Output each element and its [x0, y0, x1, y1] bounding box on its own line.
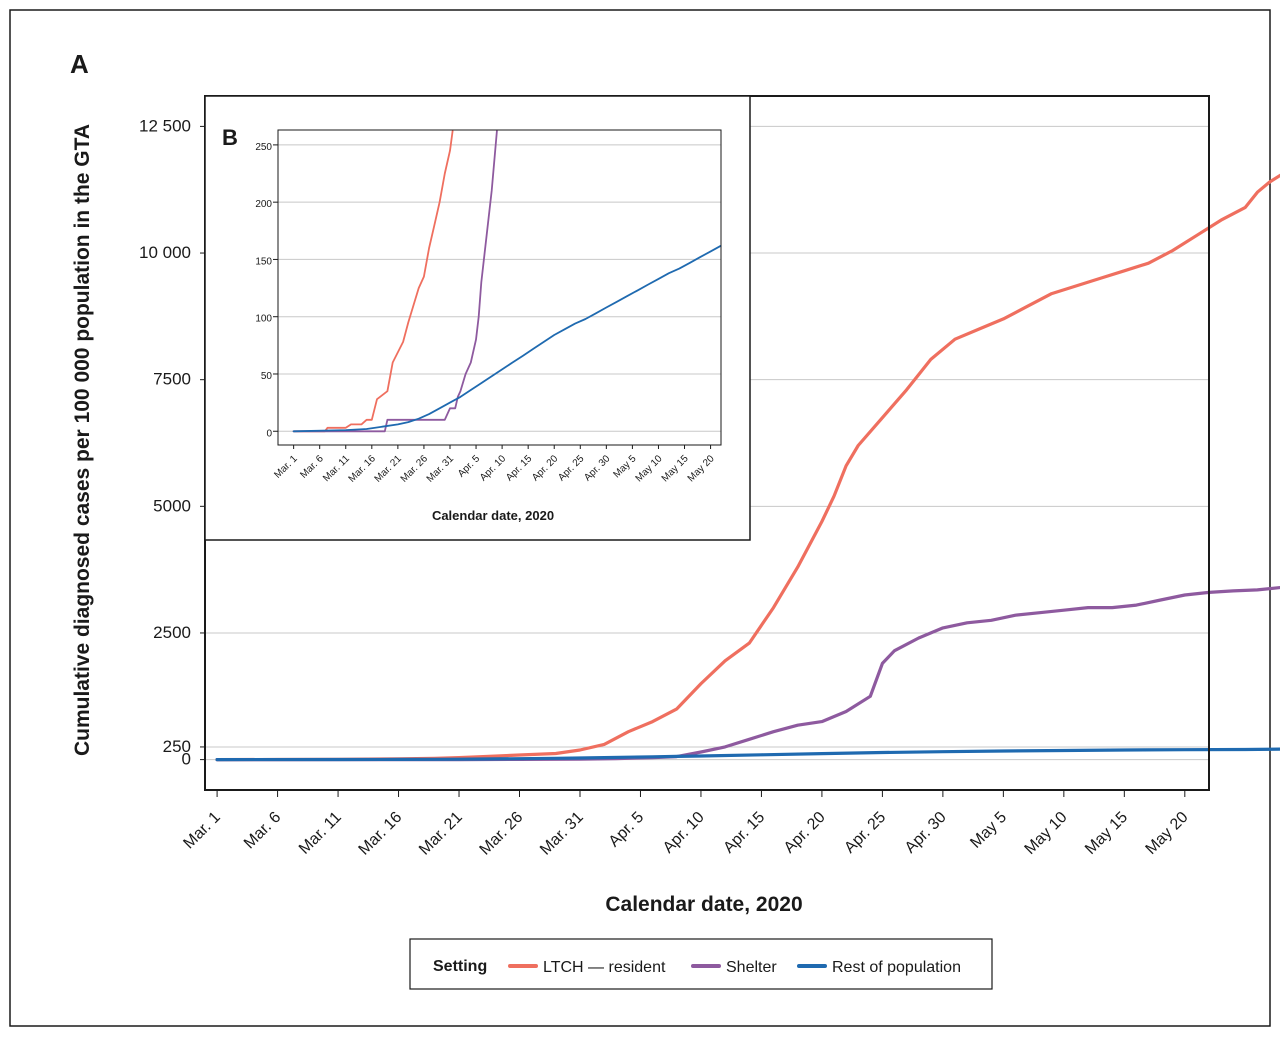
panel-b-plot-frame	[277, 129, 722, 446]
panel-a-x-tick-label: Mar. 11	[296, 809, 345, 858]
panel-a-y-tick-label: 10 000	[139, 243, 191, 262]
panel-b-y-tick-labels: 0 50 100 150 200 250	[255, 142, 278, 439]
panel-b-letter: B	[222, 125, 238, 150]
panel-a-y-tick-label: 0	[182, 750, 191, 769]
panel-b-y-tick-label: 150	[255, 256, 272, 267]
panel-a-x-tick-label: Mar. 1	[180, 809, 224, 853]
panel-b-inset-frame	[204, 95, 751, 541]
panel-a-x-tick-label: Apr. 15	[720, 809, 768, 857]
legend-label-ltch: LTCH — resident	[543, 959, 666, 976]
panel-a-x-tick-label: Apr. 10	[660, 809, 708, 857]
panel-a-x-axis-title: Calendar date, 2020	[605, 893, 802, 916]
panel-a-x-tick-label: Mar. 6	[241, 809, 285, 853]
panel-b-y-tick-label: 250	[255, 142, 272, 153]
legend: Setting LTCH — resident Shelter Rest of …	[409, 938, 993, 990]
panel-b-x-axis-title: Calendar date, 2020	[432, 508, 554, 523]
panel-a-x-tick-label: Apr. 5	[606, 809, 648, 851]
panel-a-y-tick-label: 7500	[153, 370, 191, 389]
panel-a-x-tick-label: Apr. 30	[902, 809, 950, 857]
legend-label-rest: Rest of population	[832, 959, 961, 976]
panel-a-y-tick-label: 250	[163, 737, 191, 756]
figure-frame	[9, 9, 1271, 1027]
panel-b-y-tick-label: 100	[255, 314, 272, 325]
panel-b-y-tick-label: 200	[255, 199, 272, 210]
panel-a-x-ticks: Mar. 1 Mar. 6 Mar. 11 Mar. 16 Mar. 21 Mar. 26…	[180, 790, 1192, 859]
legend-label-shelter: Shelter	[726, 959, 777, 976]
panel-a-x-tick-label: Apr. 25	[841, 809, 889, 857]
panel-a-series-line-shelter	[215, 585, 1280, 762]
panel-b-series	[292, 130, 721, 433]
panel-a-series-line-rest	[215, 747, 1280, 762]
panel-a-x-tick-label: Mar. 16	[356, 809, 406, 859]
panel-a-x-tick-label: May 10	[1022, 809, 1071, 858]
panel-b-series-line-rest	[292, 244, 721, 433]
panel-a-x-tick-label: Mar. 26	[477, 809, 527, 859]
panel-a-y-tick-label: 12 500	[139, 116, 191, 135]
legend-title: Setting	[433, 958, 487, 975]
panel-a-y-tick-label: 2500	[153, 623, 191, 642]
panel-a-x-tick-label: May 5	[967, 809, 1010, 852]
panel-a-x-tick-label: May 20	[1143, 809, 1192, 858]
panel-a-series-line-ltch	[215, 173, 1280, 762]
panel-a-x-tick-label: May 15	[1082, 809, 1131, 858]
panel-a-series	[215, 173, 1280, 762]
panel-b-y-tick-label: 0	[266, 428, 272, 439]
panel-a-x-tick-label: Apr. 20	[781, 809, 829, 857]
panel-a-y-axis-title: Cumulative diagnosed cases per 100 000 p…	[71, 124, 94, 756]
panel-a-y-tick-label: 5000	[153, 496, 191, 515]
panel-a-x-tick-label: Mar. 21	[416, 809, 466, 859]
panel-a-x-tick-label: Mar. 31	[537, 809, 587, 859]
panel-a-letter: A	[70, 49, 89, 79]
panel-b-series-line-ltch	[292, 130, 454, 433]
panel-b-y-tick-label: 50	[261, 371, 273, 382]
